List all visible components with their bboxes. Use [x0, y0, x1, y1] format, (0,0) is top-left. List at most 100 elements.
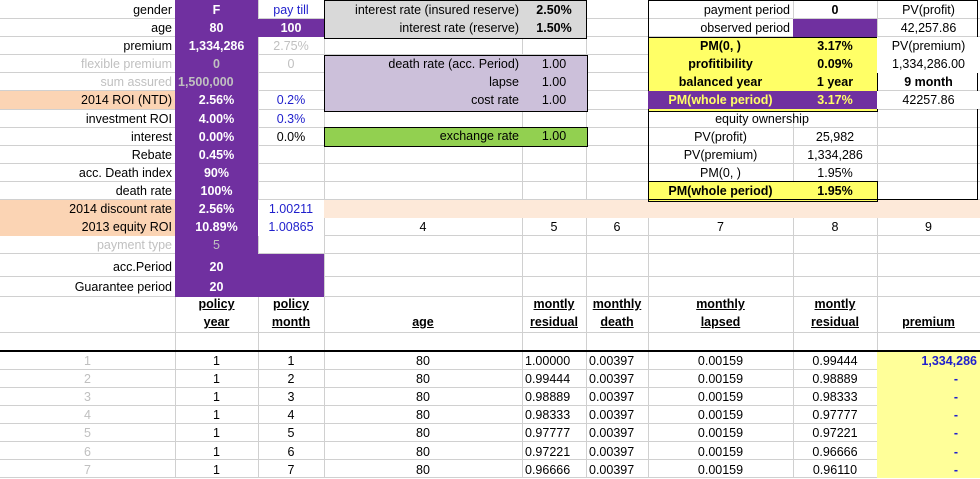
cell-residual: 0.96666	[525, 462, 571, 477]
balanced-year-label: balanced year	[678, 75, 763, 89]
investment-roi-input[interactable]: 4.00%	[198, 112, 235, 126]
cell-policy-year: 1	[213, 444, 220, 459]
cell-lapsed: 0.00159	[697, 444, 744, 459]
cell-lapsed: 0.00159	[697, 408, 744, 423]
balanced-year-value: 1 year	[816, 75, 854, 89]
header-age: age	[412, 315, 434, 329]
death-rate-input[interactable]: 100%	[200, 184, 233, 198]
cell-death: 0.00397	[589, 462, 635, 477]
age-input[interactable]: 80	[209, 21, 224, 35]
colnum-9: 9	[925, 220, 932, 234]
flexible-premium-input[interactable]: 0	[213, 57, 220, 71]
investment-adjust: 0.3%	[276, 112, 306, 126]
pay-till-input[interactable]: 100	[280, 21, 302, 35]
cell-age: 80	[416, 372, 430, 387]
cell-age: 80	[416, 444, 430, 459]
cell-policy-year: 1	[213, 390, 220, 405]
sum-assured-input[interactable]: 1,500,000	[178, 75, 234, 89]
eq-pv-premium-label: PV(premium)	[683, 148, 758, 162]
cell-policy-month: 2	[287, 372, 295, 387]
interest-adjust: 0.0%	[276, 130, 306, 144]
roi-2014-label: 2014 ROI (NTD)	[81, 93, 172, 107]
ins-reserve-input[interactable]: 2.50%	[536, 3, 572, 17]
death-index-input[interactable]: 90%	[203, 166, 230, 180]
pm-whole-value: 3.17%	[793, 91, 877, 109]
pm-whole-amount: 42257.86	[877, 91, 980, 109]
input-column-bg	[175, 0, 258, 297]
pay-till-bg	[258, 19, 324, 37]
sum-assured-label: sum assured	[100, 75, 172, 89]
discount-2014-input[interactable]: 2.56%	[198, 202, 235, 216]
cell-policy-year: 1	[213, 408, 220, 423]
payment-type-input[interactable]: 5	[213, 238, 220, 252]
row-index: 5	[84, 426, 91, 441]
guarantee-period-label: Guarantee period	[74, 280, 172, 294]
cell-premium: -	[953, 444, 958, 459]
cost-rate-input[interactable]: 1.00	[541, 93, 567, 107]
lapse-input[interactable]: 1.00	[541, 75, 567, 89]
header-lapsed-1: monthly	[696, 297, 745, 311]
cell-policy-year: 1	[213, 426, 220, 441]
acc-period-input[interactable]: 20	[209, 260, 224, 274]
ins-reserve-label: interest rate (insured reserve)	[355, 3, 519, 17]
cell-policy-month: 4	[287, 408, 295, 423]
colnum-6: 6	[613, 220, 621, 234]
cost-rate-label: cost rate	[471, 93, 519, 107]
interest-input[interactable]: 0.00%	[198, 130, 235, 144]
discount-2014-label: 2014 discount rate	[69, 202, 172, 216]
colnum-7: 7	[717, 220, 724, 234]
exchange-rate-input[interactable]: 1.00	[541, 129, 567, 143]
cell-policy-month: 5	[287, 426, 295, 441]
eq-pm0-value: 1.95%	[817, 166, 853, 180]
row-index: 1	[84, 354, 91, 368]
row-index: 6	[84, 444, 91, 459]
header-policy-month-1: policy	[272, 297, 310, 311]
zero-value: 0	[287, 57, 295, 71]
investment-roi-label: investment ROI	[85, 112, 172, 126]
roi-2014-input[interactable]: 2.56%	[198, 93, 235, 107]
premium-input[interactable]: 1,334,286	[188, 39, 245, 53]
discount-band	[324, 200, 980, 218]
cell-lapsed: 0.00159	[697, 354, 744, 368]
cell-lapsed: 0.00159	[697, 462, 744, 477]
eq-pv-profit-value: 25,982	[815, 130, 855, 144]
cell-age: 80	[416, 462, 430, 477]
cell-residual2: 0.99444	[812, 354, 858, 368]
row-index: 2	[84, 372, 91, 387]
eq-pm-whole-label: PM(whole period)	[668, 184, 773, 198]
header-policy-month-2: month	[271, 315, 311, 329]
header-lapsed-2: lapsed	[700, 315, 741, 329]
pv-profit-header: PV(profit)	[902, 3, 955, 17]
cell-policy-month: 1	[287, 354, 295, 368]
header-policy-year-1: policy	[198, 297, 235, 311]
pv-profit-value: 42,257.86	[900, 21, 957, 35]
row-index: 4	[84, 408, 91, 423]
header-premium: premium	[902, 315, 955, 329]
roi-adjust: 0.2%	[276, 93, 306, 107]
cell-age: 80	[416, 390, 430, 405]
cell-policy-year: 1	[213, 462, 220, 477]
header-residual2-1: montly	[814, 297, 856, 311]
colnum-4: 4	[419, 220, 427, 234]
cell-death: 0.00397	[589, 354, 635, 368]
cell-residual: 0.98333	[525, 408, 571, 423]
profitability-label: profitibility	[688, 57, 753, 71]
acc-death-input[interactable]: 1.00	[541, 57, 567, 71]
reserve-input[interactable]: 1.50%	[536, 21, 572, 35]
payment-period-value[interactable]: 0	[831, 3, 839, 17]
flexible-premium-label: flexible premium	[80, 57, 172, 71]
row-index: 3	[84, 390, 91, 405]
reserve-label: interest rate (reserve)	[399, 21, 519, 35]
gender-input[interactable]: F	[212, 3, 221, 17]
header-death-1: monthly	[592, 297, 642, 311]
balanced-month-value: 9 month	[904, 75, 953, 89]
guarantee-period-input[interactable]: 20	[209, 280, 224, 294]
header-residual2-2: residual	[811, 315, 859, 329]
rate-275: 2.75%	[273, 39, 309, 53]
rebate-input[interactable]: 0.45%	[198, 148, 235, 162]
discount-factor: 1.00211	[268, 202, 314, 216]
rebate-label: Rebate	[131, 148, 172, 162]
cell-death: 0.00397	[589, 390, 635, 405]
equity-2013-input[interactable]: 10.89%	[195, 220, 238, 234]
